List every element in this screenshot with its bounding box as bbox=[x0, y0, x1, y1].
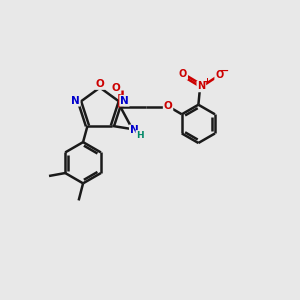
Text: N: N bbox=[130, 125, 139, 135]
Text: O: O bbox=[179, 69, 187, 79]
Text: N: N bbox=[197, 82, 206, 92]
Text: −: − bbox=[220, 66, 230, 76]
Text: O: O bbox=[96, 79, 104, 89]
Text: O: O bbox=[164, 101, 172, 111]
Text: H: H bbox=[136, 131, 144, 140]
Text: O: O bbox=[112, 83, 120, 93]
Text: +: + bbox=[203, 77, 210, 86]
Text: O: O bbox=[215, 70, 224, 80]
Text: N: N bbox=[71, 96, 80, 106]
Text: N: N bbox=[120, 96, 129, 106]
